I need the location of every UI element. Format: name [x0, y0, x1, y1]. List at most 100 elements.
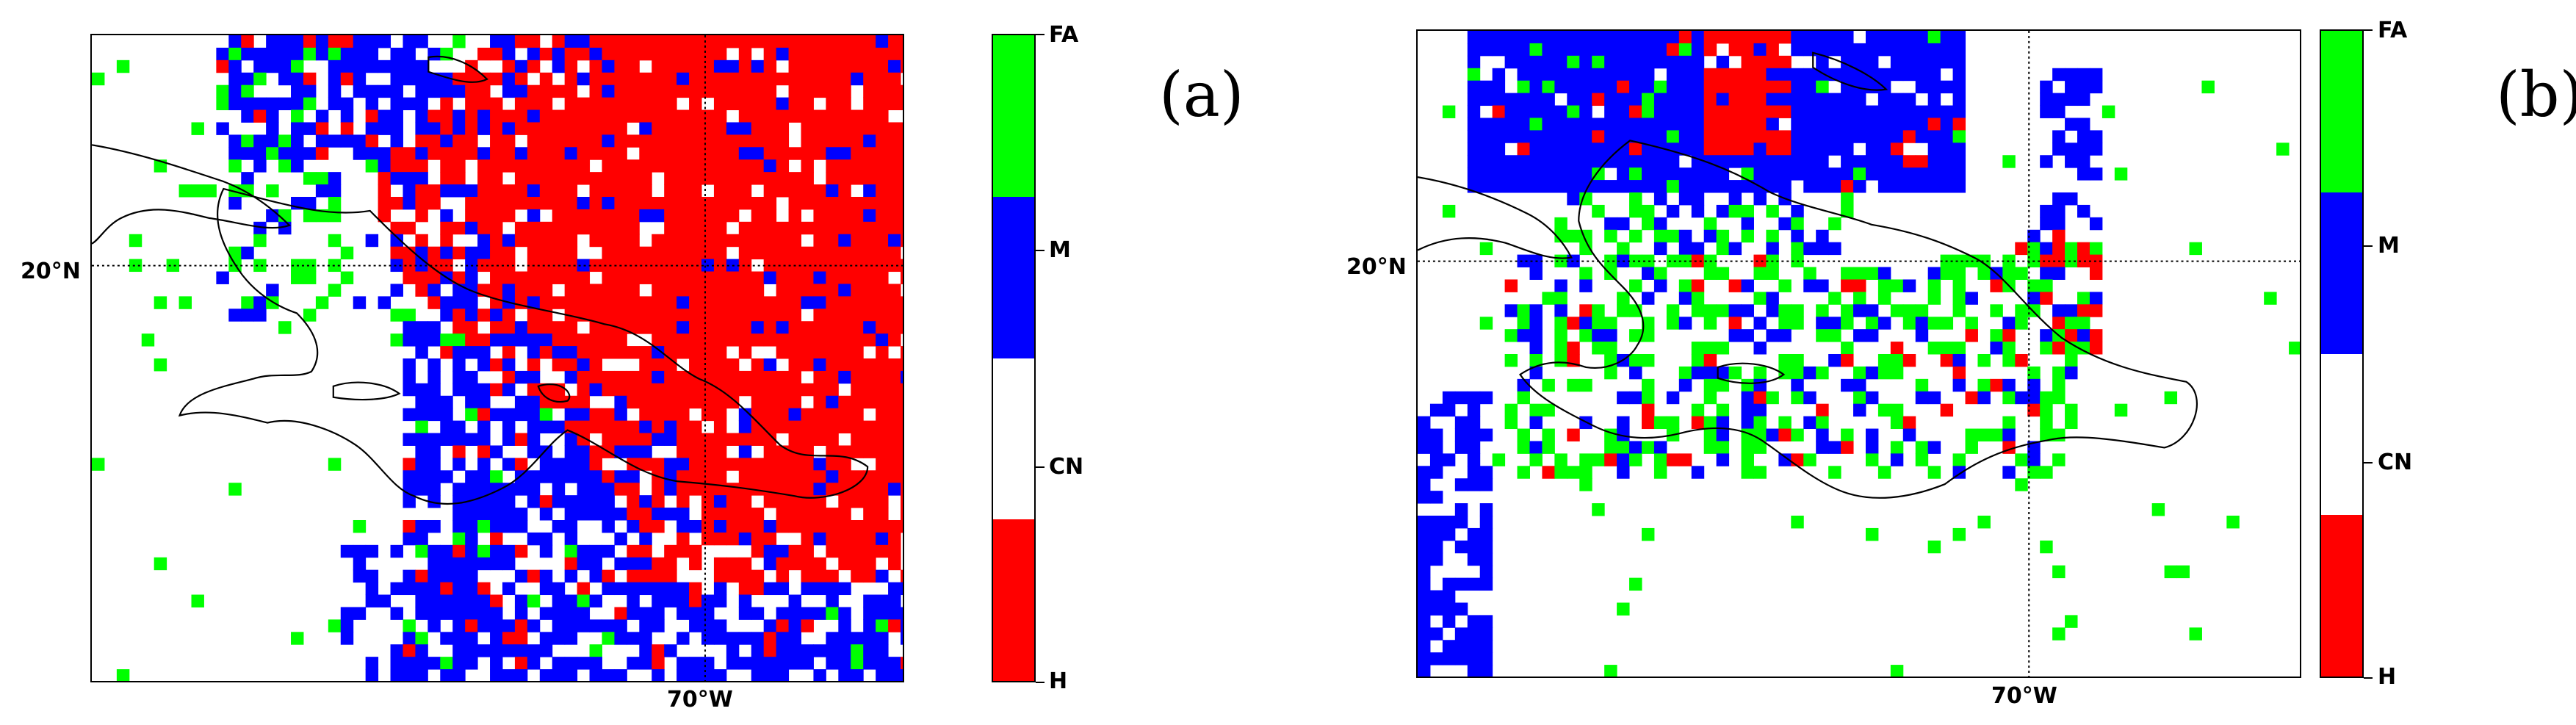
grid-cell-m: [1816, 229, 1829, 243]
grid-cell-m: [1504, 180, 1518, 193]
grid-cell-fa: [1653, 267, 1667, 280]
grid-cell-h: [652, 657, 665, 670]
grid-cell-h: [788, 271, 801, 284]
grid-cell-h: [876, 358, 889, 372]
grid-cell-m: [2015, 391, 2028, 405]
grid-cell-m: [465, 532, 478, 546]
grid-cell-h: [1741, 105, 1754, 118]
grid-cell-m: [539, 458, 553, 471]
grid-cell-h: [689, 321, 702, 334]
grid-cell-m: [1542, 31, 1555, 44]
grid-cell-m: [465, 296, 478, 309]
grid-cell-h: [876, 420, 889, 434]
grid-cell-h: [888, 296, 901, 309]
grid-cell-m: [291, 134, 304, 148]
grid-cell-h: [1841, 353, 1854, 367]
grid-cell-h: [838, 358, 851, 372]
grid-cell-h: [1741, 143, 1754, 156]
grid-cell-h: [813, 333, 826, 347]
grid-cell-h: [602, 35, 615, 48]
grid-cell-h: [527, 35, 541, 48]
grid-cell-h: [602, 246, 615, 260]
grid-cell-m: [1691, 180, 1705, 193]
grid-cell-m: [1853, 180, 1866, 193]
grid-cell-fa: [315, 296, 329, 309]
grid-cell-h: [838, 346, 851, 359]
grid-cell-m: [652, 594, 665, 607]
grid-cell-m: [1429, 441, 1443, 454]
grid-cell-fa: [1803, 267, 1816, 280]
grid-cell-m: [253, 221, 267, 235]
grid-cell-m: [477, 420, 491, 434]
grid-cell-m: [564, 147, 578, 160]
grid-cell-m: [514, 147, 528, 160]
grid-cell-h: [502, 59, 516, 73]
grid-cell-m: [1952, 55, 1966, 69]
grid-cell-h: [664, 184, 677, 198]
grid-cell-m: [1467, 577, 1481, 591]
grid-cell-m: [427, 122, 441, 135]
grid-cell-m: [365, 569, 379, 583]
grid-cell-fa: [2077, 317, 2090, 330]
grid-cell-m: [527, 470, 541, 483]
grid-cell-h: [851, 35, 864, 48]
grid-cell-fa: [2089, 242, 2103, 256]
grid-cell-h: [713, 395, 727, 409]
grid-cell-m: [589, 544, 602, 558]
grid-cell-h: [552, 84, 566, 98]
grid-cell-m: [2052, 105, 2066, 118]
grid-cell-h: [589, 346, 602, 359]
grid-cell-m: [614, 395, 627, 409]
grid-cell-h: [876, 84, 889, 98]
grid-cell-h: [564, 109, 578, 123]
grid-cell-h: [490, 72, 503, 86]
grid-cell-m: [477, 433, 491, 446]
grid-cell-h: [813, 519, 826, 533]
grid-cell-m: [2065, 143, 2078, 156]
grid-cell-h: [901, 234, 903, 248]
grid-cell-h: [614, 35, 627, 48]
grid-cell-h: [639, 544, 652, 558]
grid-cell-m: [2002, 378, 2016, 392]
grid-cell-m: [452, 483, 466, 496]
grid-cell-h: [589, 97, 602, 111]
grid-cell-h: [738, 569, 752, 583]
grid-cell-fa: [1579, 378, 1592, 392]
grid-cell-m: [1592, 329, 1605, 342]
grid-cell-h: [738, 508, 752, 521]
grid-cell-h: [689, 420, 702, 434]
grid-cell-h: [813, 72, 826, 86]
grid-cell-fa: [1666, 130, 1680, 143]
grid-cell-h: [876, 519, 889, 533]
grid-cell-h: [876, 246, 889, 260]
grid-cell-h: [863, 383, 876, 397]
grid-cell-m: [278, 35, 292, 48]
grid-cell-h: [552, 122, 566, 135]
grid-cell-h: [901, 445, 903, 458]
grid-cell-m: [577, 35, 591, 48]
grid-cell-m: [1803, 366, 1816, 380]
grid-cell-m: [763, 544, 777, 558]
grid-cell-fa: [1678, 279, 1692, 292]
grid-cell-m: [477, 395, 491, 409]
grid-cell-h: [1703, 43, 1717, 57]
grid-cell-h: [901, 184, 903, 198]
grid-cell-h: [813, 84, 826, 98]
grid-cell-m: [1542, 43, 1555, 57]
grid-cell-m: [1828, 118, 1841, 131]
grid-cell-m: [228, 309, 242, 322]
grid-cell-m: [1666, 204, 1680, 218]
grid-cell-m: [1927, 43, 1941, 57]
grid-cell-h: [751, 209, 765, 223]
grid-cell-m: [1442, 453, 1456, 466]
grid-cell-h: [863, 196, 876, 210]
grid-cell-h: [490, 134, 503, 148]
grid-cell-h: [701, 395, 715, 409]
grid-cell-m: [228, 97, 242, 111]
grid-cell-m: [1915, 317, 1929, 330]
grid-cell-m: [1479, 665, 1493, 677]
grid-cell-h: [826, 296, 839, 309]
grid-cell-h: [876, 147, 889, 160]
grid-cell-fa: [1641, 204, 1655, 218]
grid-cell-h: [552, 35, 566, 48]
